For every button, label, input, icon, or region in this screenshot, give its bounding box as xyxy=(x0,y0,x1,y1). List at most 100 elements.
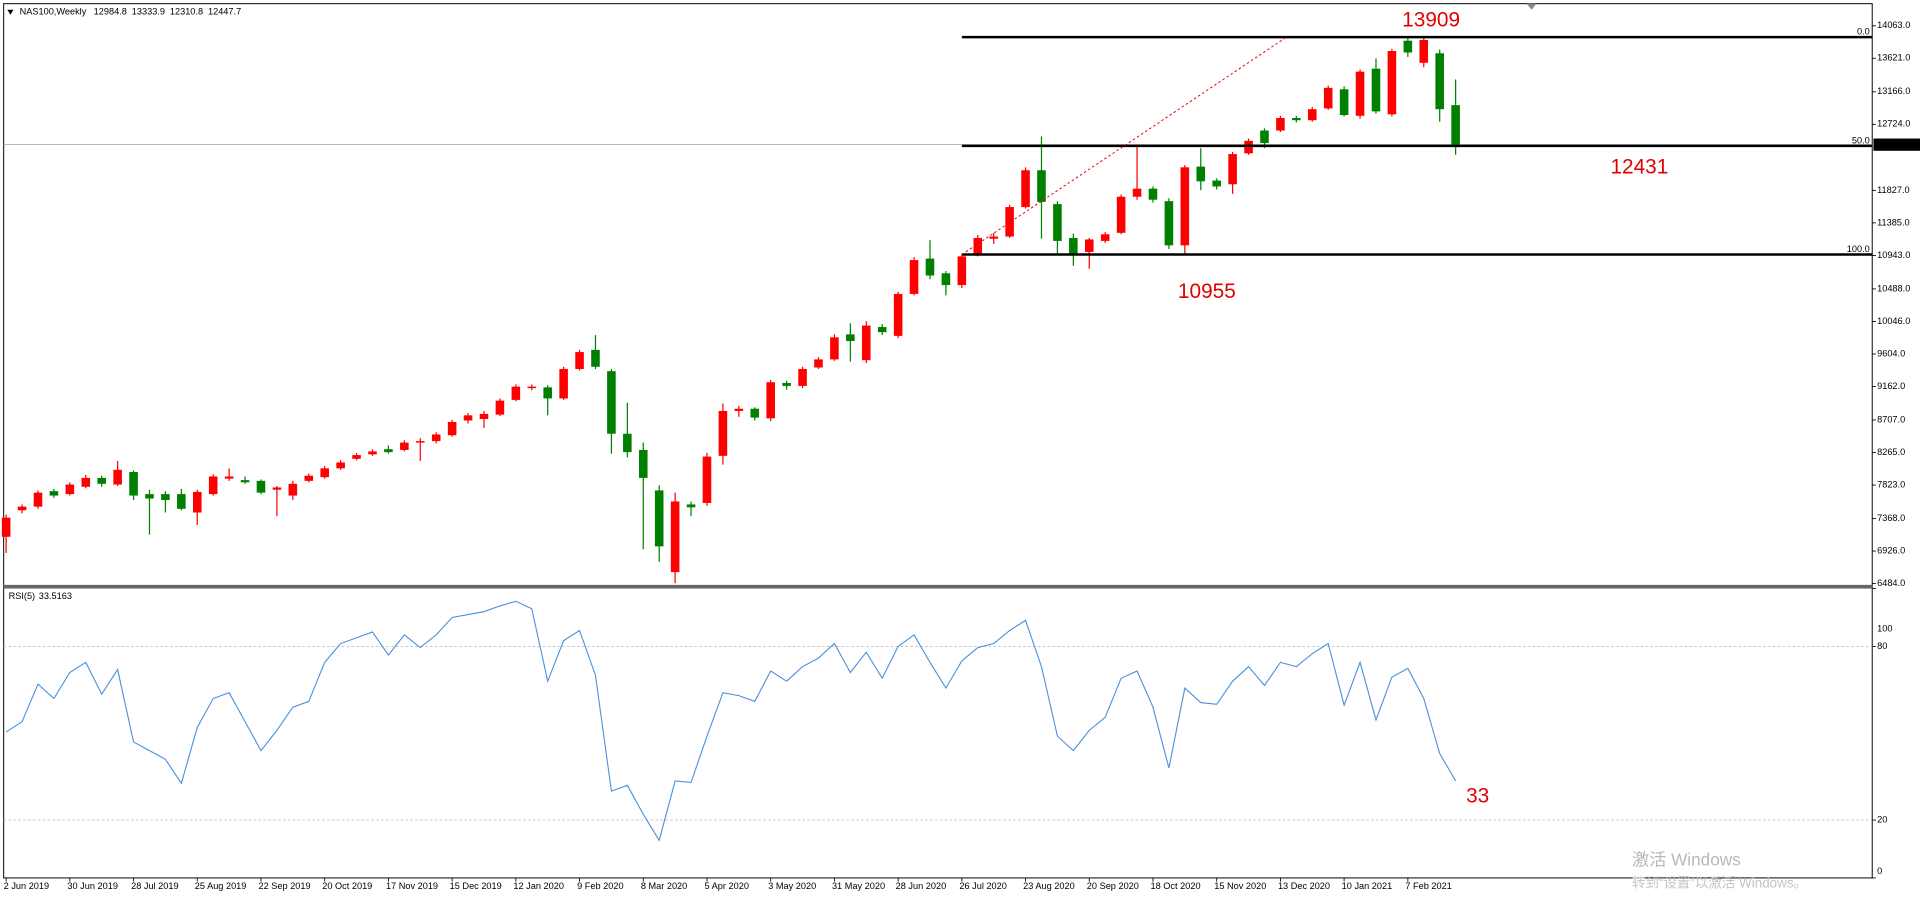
candle-body xyxy=(734,408,744,411)
x-tick-label: 20 Oct 2019 xyxy=(322,881,372,891)
candle-body xyxy=(1132,188,1142,197)
y-tick-label: 10046.0 xyxy=(1877,316,1910,326)
candle-body xyxy=(161,494,170,500)
y-tick-label: 80 xyxy=(1877,641,1887,651)
candle-body xyxy=(17,506,27,511)
candle-body xyxy=(654,490,664,547)
y-tick-label: 20 xyxy=(1877,814,1887,824)
candle-body xyxy=(1355,71,1365,116)
candle-body xyxy=(431,434,441,442)
candle-body xyxy=(1053,204,1062,241)
candle-body xyxy=(288,483,298,496)
fib-level-label: 0.0 xyxy=(1857,27,1870,37)
menu-triangle xyxy=(7,9,14,15)
y-tick-label: 14063.0 xyxy=(1877,20,1910,30)
candle-body xyxy=(1069,237,1078,255)
candle-body xyxy=(1371,68,1381,112)
candle-body xyxy=(113,469,122,485)
x-tick-label: 22 Sep 2019 xyxy=(259,881,311,891)
x-tick-label: 20 Sep 2020 xyxy=(1087,881,1139,891)
candle-body xyxy=(1451,105,1460,145)
watermark: 激活 Windows xyxy=(1632,849,1741,869)
y-tick-label: 0 xyxy=(1877,866,1882,876)
candle-body xyxy=(1307,109,1317,121)
candle-body xyxy=(1212,180,1221,187)
candle-body xyxy=(989,236,998,239)
candle-body xyxy=(1339,89,1349,116)
x-tick-label: 10 Jan 2021 xyxy=(1342,881,1393,891)
candle-body xyxy=(1148,188,1158,200)
panel-separator xyxy=(3,584,1873,589)
candle-body xyxy=(1228,154,1237,185)
candle-body xyxy=(782,382,791,386)
candle-body xyxy=(1164,201,1174,246)
y-tick-label: 10943.0 xyxy=(1877,250,1910,260)
candle-body xyxy=(877,327,887,333)
candle-body xyxy=(718,410,728,456)
y-tick-label: 9162.0 xyxy=(1877,381,1905,391)
candle-body xyxy=(304,475,314,481)
candle-body xyxy=(559,368,568,399)
candle-body xyxy=(1116,196,1126,233)
y-tick-label: 6484.0 xyxy=(1877,578,1905,588)
y-tick-label: 11385.0 xyxy=(1877,217,1910,227)
candle-body xyxy=(256,480,266,493)
x-tick-label: 18 Oct 2020 xyxy=(1151,881,1201,891)
x-tick-label: 31 May 2020 xyxy=(832,881,885,891)
candle-body xyxy=(623,433,632,453)
candle-body xyxy=(830,337,839,360)
candle-body xyxy=(129,472,138,496)
x-tick-label: 12 Jan 2020 xyxy=(513,881,564,891)
y-tick-label: 10488.0 xyxy=(1877,283,1910,293)
rsi-line xyxy=(5,600,1457,842)
candle-body xyxy=(272,487,282,490)
y-tick-label: 9604.0 xyxy=(1877,348,1905,358)
candle-body xyxy=(224,476,234,479)
candle-body xyxy=(320,468,329,478)
x-tick-label: 5 Apr 2020 xyxy=(705,881,749,891)
candle-body xyxy=(1323,87,1333,109)
fib-level-label: 100.0 xyxy=(1847,244,1870,254)
x-tick-label: 8 Mar 2020 xyxy=(641,881,687,891)
candle-body xyxy=(766,382,775,419)
x-tick-label: 17 Nov 2019 xyxy=(386,881,438,891)
x-tick-label: 23 Aug 2020 xyxy=(1023,881,1075,891)
candle-body xyxy=(1005,207,1014,237)
candle-body xyxy=(1,517,11,537)
x-tick-label: 15 Dec 2019 xyxy=(450,881,502,891)
candle-body xyxy=(861,325,871,361)
candle-body xyxy=(670,501,680,573)
y-tick-label: 6926.0 xyxy=(1877,545,1905,555)
candle-body xyxy=(479,413,489,420)
y-tick-label: 13621.0 xyxy=(1877,53,1910,63)
x-tick-label: 7 Feb 2021 xyxy=(1405,881,1451,891)
candle-body xyxy=(400,442,409,450)
candle-body xyxy=(1292,118,1301,121)
current-price-box xyxy=(1873,138,1920,151)
x-tick-label: 28 Jun 2020 xyxy=(896,881,947,891)
x-tick-label: 13 Dec 2020 xyxy=(1278,881,1330,891)
fib-price-label: 13909 xyxy=(1402,9,1460,32)
fib-price-label: 10955 xyxy=(1178,280,1236,303)
x-tick-label: 2 Jun 2019 xyxy=(4,881,49,891)
candle-body xyxy=(1419,39,1429,63)
candle-body xyxy=(368,451,377,455)
y-tick-label: 12724.0 xyxy=(1877,119,1910,129)
candle-body xyxy=(909,260,919,294)
x-tick-label: 3 May 2020 xyxy=(768,881,816,891)
candle-body xyxy=(384,449,393,453)
candle-body xyxy=(495,400,505,415)
y-tick-label: 7823.0 xyxy=(1877,479,1905,489)
candle-body xyxy=(957,256,967,286)
candle-body xyxy=(1037,170,1046,202)
candle-body xyxy=(702,456,712,503)
candle-body xyxy=(750,408,760,418)
candle-body xyxy=(846,334,855,342)
candle-body xyxy=(1021,170,1030,208)
candle-body xyxy=(65,484,75,495)
candle-body xyxy=(81,477,91,487)
candle-body xyxy=(33,492,43,507)
candle-body xyxy=(463,415,473,421)
y-tick-label: 13166.0 xyxy=(1877,86,1910,96)
